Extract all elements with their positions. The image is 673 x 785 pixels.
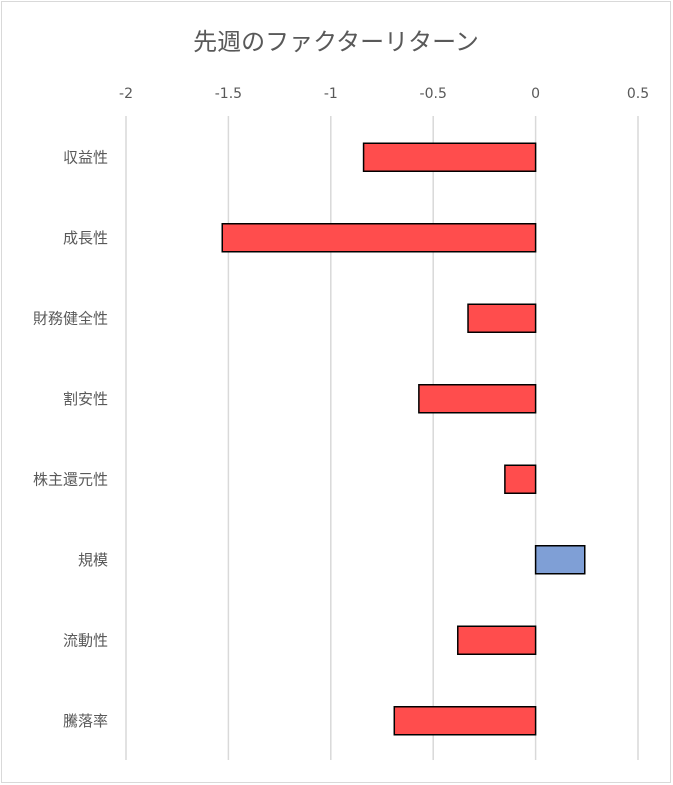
category-label: 流動性 (63, 631, 108, 649)
bar (418, 384, 537, 414)
bar (504, 464, 537, 494)
category-label: 収益性 (63, 148, 108, 166)
bar (393, 706, 537, 736)
bar (457, 625, 537, 655)
chart-title: 先週のファクターリターン (193, 28, 479, 56)
x-tick-label: -1 (324, 86, 338, 102)
category-label: 株主還元性 (33, 470, 108, 488)
category-label: 成長性 (63, 229, 108, 247)
x-axis-ticks: -2 -1.5 -1 -0.5 0 0.5 (119, 86, 649, 102)
x-tick-label: -1.5 (215, 86, 242, 102)
bar (467, 303, 537, 333)
bar (534, 545, 586, 575)
x-tick-label: 0 (531, 86, 540, 102)
bar (221, 223, 537, 253)
x-tick-label: -0.5 (420, 86, 447, 102)
bars (221, 142, 586, 736)
x-tick-label: -2 (119, 86, 133, 102)
bar (362, 142, 537, 172)
category-label: 騰落率 (63, 712, 108, 730)
gridlines (125, 116, 639, 760)
category-label: 財務健全性 (33, 309, 108, 327)
x-tick-label: 0.5 (627, 86, 649, 102)
category-label: 割安性 (63, 390, 108, 408)
category-label: 規模 (78, 551, 108, 569)
